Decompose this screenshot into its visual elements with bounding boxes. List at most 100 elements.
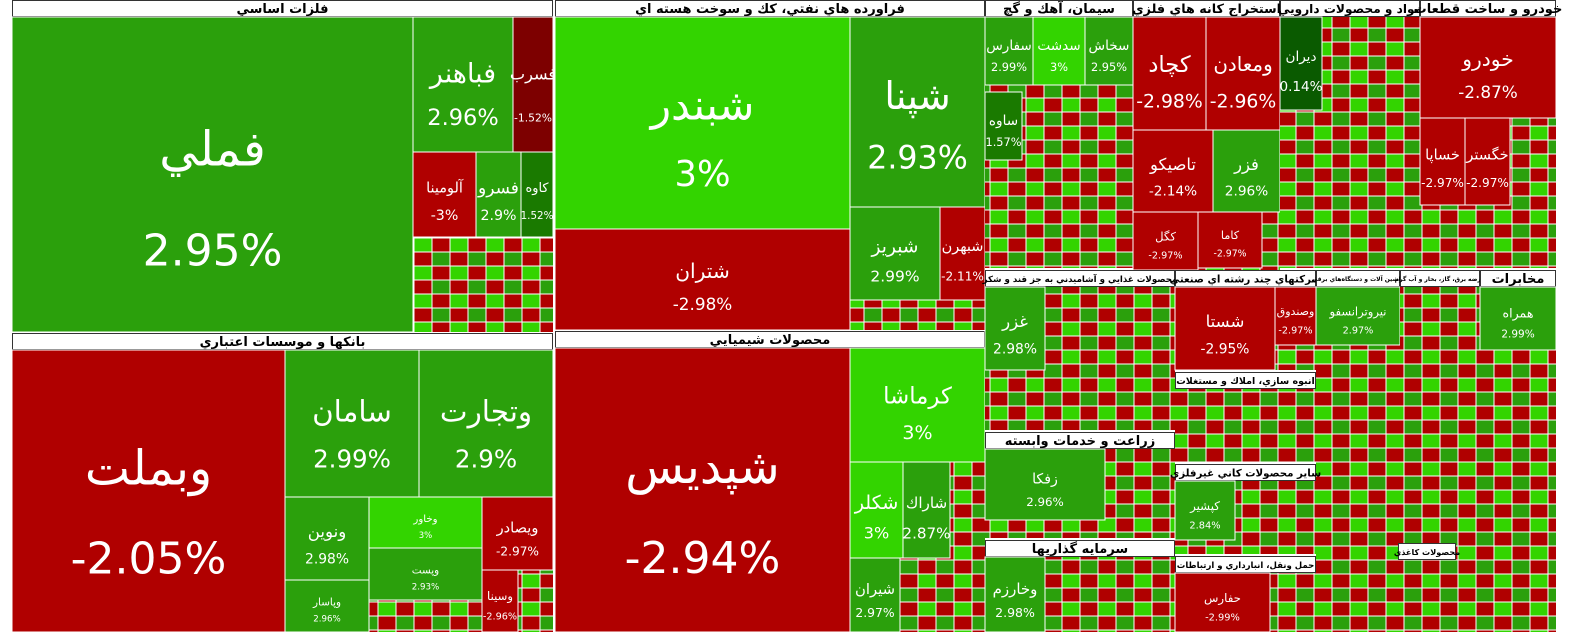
tile: [1132, 129, 1214, 213]
tile-change: -1.52%: [514, 111, 552, 124]
tile: [1032, 16, 1086, 86]
tile: [481, 569, 519, 633]
tile-name: وپست: [412, 564, 439, 576]
tile: [284, 579, 370, 633]
tile: [1212, 129, 1281, 213]
sector-title: بانکها و موسسات اعتباري: [200, 335, 366, 350]
tile: [1174, 480, 1236, 541]
tile-change: 3%: [419, 531, 433, 541]
sector-header: [985, 540, 1175, 557]
sector-header: [1398, 543, 1456, 560]
tile: [984, 286, 1046, 371]
tile-name: وخاور: [412, 514, 437, 525]
tile-change: -2.97%: [1466, 176, 1509, 190]
tile-change: 2.97%: [1343, 326, 1374, 337]
tile: [368, 547, 483, 601]
tile-name: وصندوق: [1277, 305, 1315, 318]
tile-change: 2.99%: [1501, 328, 1534, 340]
tile: [1274, 286, 1317, 346]
sector-title: عرضه برق، گاز، بخار و آب گرم: [1395, 274, 1486, 283]
tile-change: 2.97%: [855, 606, 894, 620]
tile: [1464, 117, 1511, 206]
tile-change: 2.9%: [481, 208, 517, 224]
tile-name: شبريز: [871, 236, 919, 257]
tile-name: نيروترانسفو: [1329, 304, 1387, 319]
tile: [520, 151, 554, 238]
tile-name: ساوه: [989, 113, 1018, 129]
sector-title: استخراج كانه هاي فلزي: [1132, 1, 1281, 17]
tile-change: -2.97%: [1148, 251, 1182, 262]
tile-change: 2.99%: [870, 267, 919, 285]
tile-name: فسرو: [477, 179, 519, 199]
sector-title: خودرو و ساخت قطعات: [1414, 2, 1563, 17]
tile-name: كچاد: [1148, 52, 1191, 78]
tile-name: خودرو: [1461, 47, 1513, 71]
tile: [984, 91, 1023, 161]
tile-name: غزر: [1001, 312, 1028, 332]
sector-title: محصولات شيميايي: [710, 333, 831, 348]
tile-name: شتران: [675, 259, 730, 283]
tile-change: -2.97%: [1421, 176, 1464, 190]
tile: [418, 349, 554, 498]
tile-name: خساپا: [1425, 147, 1460, 163]
sector-header: [1175, 464, 1316, 481]
sector-title: شرکتهاي چند رشته اي صنعتي: [1169, 274, 1321, 286]
sector-title: حمل ونقل، انبارداري و ارتباطات: [1177, 561, 1314, 571]
tile-change: 2.96%: [1225, 184, 1268, 200]
tile-change: -2.98%: [1136, 91, 1203, 112]
tile: [849, 557, 901, 633]
tile-name: تاصيكو: [1149, 155, 1196, 175]
tile-change: 2.95%: [1091, 60, 1127, 74]
tile-change: 2.93%: [412, 583, 440, 593]
tile-change: 2.96%: [313, 615, 341, 625]
sector-header: [1400, 270, 1480, 287]
tile: [1315, 286, 1401, 346]
tile: [1419, 117, 1466, 206]
tile-name: شبهرن: [942, 239, 984, 255]
tile: [849, 347, 986, 463]
tile-change: 0.14%: [1280, 79, 1323, 95]
tile-name: وپاسار: [312, 596, 341, 608]
tile-name: وبملت: [85, 440, 212, 496]
sector-title: مواد و محصولات دارويي: [1278, 2, 1422, 17]
sector-area: [1175, 389, 1316, 462]
tile-change: 2.93%: [867, 141, 968, 177]
tile-change: 2.87%: [902, 525, 950, 543]
tile: [984, 448, 1106, 521]
tile-change: -2.97%: [1214, 249, 1247, 260]
tile-change: 2.84%: [1189, 520, 1220, 531]
tile: [481, 496, 554, 571]
sector-title: انبوه سازي، املاك و مستغلات: [1176, 376, 1314, 387]
tile: [1279, 16, 1323, 111]
tile-name: سامان: [312, 395, 392, 429]
sector-title: سيمان، آهك و گچ: [1003, 0, 1115, 17]
tile-name: زفكا: [1032, 472, 1058, 488]
tile-change: -2.99%: [1205, 612, 1240, 623]
tile: [554, 16, 851, 230]
sector-title: فلزات اساسي: [236, 2, 328, 17]
tile-name: سدشت: [1037, 38, 1080, 54]
tile: [554, 228, 851, 331]
tile-name: شپديس: [625, 439, 779, 495]
tile: [849, 206, 941, 301]
tile-name: فزر: [1233, 155, 1259, 175]
tile: [1205, 16, 1281, 131]
sector-header: [1280, 0, 1420, 17]
tile: [368, 496, 483, 549]
tile-name: شبندر: [649, 81, 755, 130]
tile: [11, 349, 286, 633]
tile-change: -2.87%: [1458, 82, 1518, 102]
tile: [284, 349, 420, 498]
tile-name: فباهنر: [428, 59, 496, 90]
tile-change: -2.97%: [1278, 326, 1312, 337]
sector-header: [985, 270, 1175, 287]
tile-name: كرماشا: [883, 384, 952, 410]
tile-change: -2.11%: [941, 269, 984, 283]
tile-change: 1.57%: [986, 135, 1022, 149]
tile: [1197, 211, 1263, 269]
tile-change: -2.97%: [496, 544, 539, 558]
sector-title: مخابرات: [1492, 272, 1545, 287]
sector-title: ساير محصولات كاني غيرفلزي: [1170, 468, 1321, 480]
tile-name: كاوه: [525, 181, 549, 196]
tile: [554, 347, 851, 633]
